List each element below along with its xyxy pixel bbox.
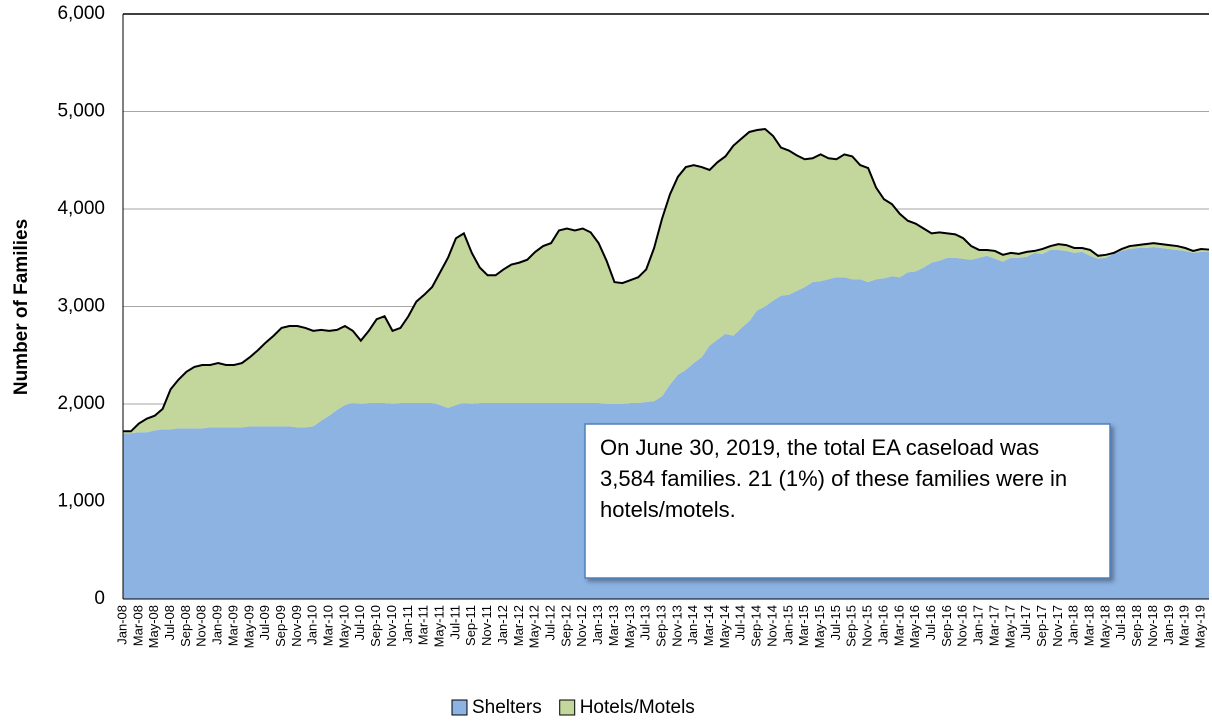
x-tick-label: Jan-10 xyxy=(305,605,320,645)
legend-label: Hotels/Motels xyxy=(580,697,695,718)
total-line xyxy=(123,128,1210,433)
x-tick-label: Jul-18 xyxy=(1113,605,1128,640)
annotation: On June 30, 2019, the total EA caseload … xyxy=(600,435,1068,522)
x-tick-label: Mar-08 xyxy=(130,605,145,646)
x-tick-label: May-15 xyxy=(812,605,827,648)
x-tick-label: Jul-15 xyxy=(828,605,843,640)
x-tick-label: May-12 xyxy=(527,605,542,648)
x-tick-label: Nov-17 xyxy=(1050,605,1065,647)
x-tick-label: Nov-15 xyxy=(860,605,875,647)
x-tick-label: Sep-14 xyxy=(749,605,764,647)
x-tick-label: Jan-15 xyxy=(780,605,795,645)
x-tick-label: Nov-12 xyxy=(574,605,589,647)
x-tick-label: Jul-14 xyxy=(733,605,748,640)
x-tick-label: Mar-15 xyxy=(796,605,811,646)
legend-swatch xyxy=(451,699,468,716)
x-tick-label: Mar-17 xyxy=(986,605,1001,646)
x-tick-label: May-13 xyxy=(622,605,637,648)
x-tick-label: Jan-17 xyxy=(971,605,986,645)
x-tick-label: Jan-14 xyxy=(685,605,700,645)
x-tick-label: Nov-14 xyxy=(764,605,779,647)
x-tick-label: May-18 xyxy=(1097,605,1112,648)
x-tick-label: Mar-11 xyxy=(416,605,431,645)
x-tick-label: May-19 xyxy=(1193,605,1208,648)
x-tick-label: May-16 xyxy=(907,605,922,648)
y-tick-label: 3,000 xyxy=(57,296,105,317)
x-tick-label: Nov-13 xyxy=(669,605,684,647)
x-tick-label: Jan-16 xyxy=(875,605,890,645)
x-tick-label: Jan-12 xyxy=(495,605,510,645)
x-tick-label: Jul-13 xyxy=(638,605,653,640)
x-tick-label: Sep-18 xyxy=(1129,605,1144,647)
y-tick-label: 6,000 xyxy=(57,3,105,24)
area xyxy=(123,129,1209,434)
x-tick-label: Jul-11 xyxy=(447,605,462,639)
x-tick-label: Sep-17 xyxy=(1034,605,1049,647)
legend-swatch xyxy=(559,699,576,716)
x-tick-label: Jan-19 xyxy=(1161,605,1176,645)
x-tick-label: Mar-14 xyxy=(701,605,716,646)
x-tick-label: Sep-12 xyxy=(558,605,573,647)
y-tick-label: 5,000 xyxy=(57,101,105,122)
x-tick-label: May-14 xyxy=(717,605,732,648)
x-tick-label: May-09 xyxy=(241,605,256,648)
x-tick-label: Mar-12 xyxy=(511,605,526,646)
x-tick-label: May-08 xyxy=(146,605,161,648)
legend-label: Shelters xyxy=(472,697,542,718)
x-tick-label: May-11 xyxy=(432,605,447,647)
x-tick-label: Jul-09 xyxy=(257,605,272,640)
x-tick-label: Nov-08 xyxy=(194,605,209,647)
x-tick-label: Sep-16 xyxy=(939,605,954,647)
x-tick-label: Sep-10 xyxy=(368,605,383,647)
x-tick-label: Jul-10 xyxy=(352,605,367,640)
x-tick-label: Nov-18 xyxy=(1145,605,1160,647)
x-tick-label: May-17 xyxy=(1002,605,1017,648)
x-tick-label: Sep-11 xyxy=(463,605,478,646)
y-tick-label: 0 xyxy=(94,588,105,609)
x-tick-label: Mar-13 xyxy=(606,605,621,646)
x-tick-label: Mar-19 xyxy=(1177,605,1192,646)
x-tick-label: Sep-13 xyxy=(653,605,668,647)
x-tick-label: Nov-10 xyxy=(384,605,399,647)
x-tick-label: Jul-08 xyxy=(162,605,177,640)
x-tick-label: Nov-09 xyxy=(289,605,304,647)
x-tick-label: Mar-16 xyxy=(891,605,906,646)
x-tick-label: Mar-09 xyxy=(225,605,240,646)
y-tick-label: 2,000 xyxy=(57,393,105,414)
x-tick-label: Nov-16 xyxy=(955,605,970,647)
annotation-box xyxy=(584,423,1111,579)
x-tick-label: Jan-18 xyxy=(1066,605,1081,645)
x-tick-label: Jul-17 xyxy=(1018,605,1033,640)
x-tick-label: Jan-13 xyxy=(590,605,605,645)
x-tick-label: Mar-10 xyxy=(321,605,336,646)
x-tick-label: May-10 xyxy=(336,605,351,648)
x-tick-label: Jul-16 xyxy=(923,605,938,640)
x-tick-label: Jul-12 xyxy=(542,605,557,640)
x-tick-label: Sep-15 xyxy=(844,605,859,647)
x-tick-label: Jan-09 xyxy=(210,605,225,645)
y-tick-label: 1,000 xyxy=(57,491,105,512)
x-tick-label: Sep-09 xyxy=(273,605,288,647)
y-tick-label: 4,000 xyxy=(57,198,105,219)
x-tick-label: Nov-11 xyxy=(479,605,494,646)
x-tick-label: Mar-18 xyxy=(1082,605,1097,646)
x-tick-label: Jan-08 xyxy=(114,605,129,645)
x-tick-label: Jan-11 xyxy=(400,605,415,644)
x-tick-label: Sep-08 xyxy=(178,605,193,647)
y-axis-label: Number of Families xyxy=(11,219,32,395)
